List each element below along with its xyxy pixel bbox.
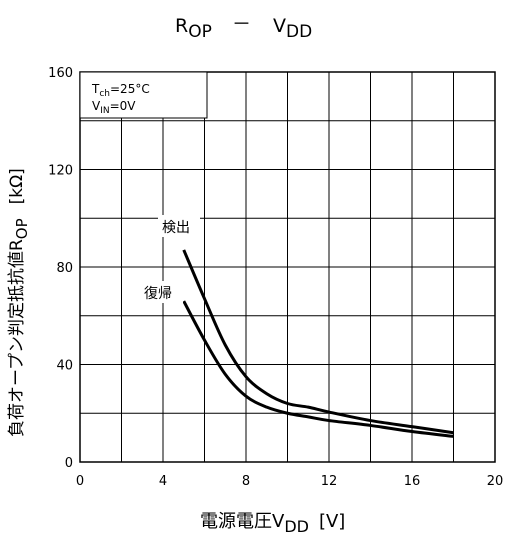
grid [80,72,495,462]
y-tick-label: 80 [56,261,73,276]
series-line-detect [182,249,454,435]
series-group [182,249,454,438]
y-axis-label: 負荷オープン判定抵抗値ROP[kΩ] [7,168,31,437]
conditions-line-2: VIN=0V [92,99,136,116]
x-tick-label: 16 [404,474,421,489]
series-label-detect: 検出 [162,220,190,236]
x-tick-label: 4 [159,474,167,489]
series-line-return [182,300,454,438]
y-tick-labels: 0 40 80 120 160 [48,66,73,471]
series-label-return: 復帰 [144,285,172,302]
y-tick-label: 0 [65,456,73,471]
chart-title-dash: － [232,13,251,35]
conditions-line-1: Tch=25°C [91,82,150,99]
x-tick-label: 20 [487,474,504,489]
plot-frame [79,71,496,463]
series-label-bg-detect [158,215,200,237]
x-axis-label: 電源電圧VDD [V] [200,511,345,534]
y-tick-label: 120 [48,164,73,179]
series-label-bg-return [141,281,183,303]
x-tick-label: 12 [321,474,338,489]
y-tick-label: 160 [48,66,73,81]
x-tick-labels: 0 4 8 12 16 20 [76,474,503,489]
x-tick-label: 0 [76,474,84,489]
y-tick-label: 40 [56,359,73,374]
chart-title: ROP [175,15,212,42]
chart-title-second: VDD [273,15,312,42]
x-tick-label: 8 [242,474,250,489]
conditions-box [79,71,208,119]
